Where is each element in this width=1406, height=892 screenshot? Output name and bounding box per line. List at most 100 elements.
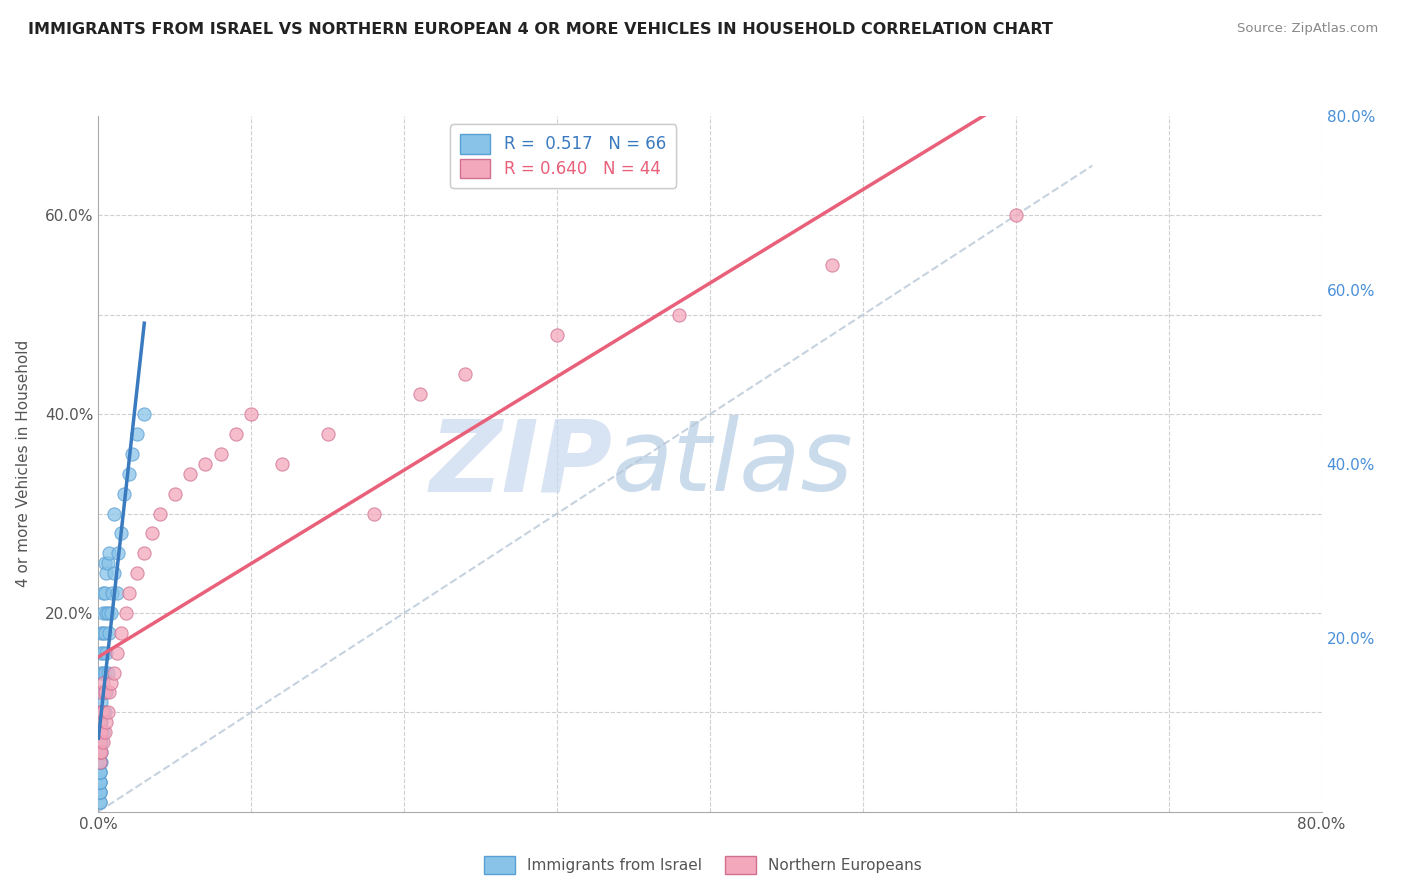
Point — [98, 625, 121, 640]
Point — [89, 745, 111, 759]
Point — [93, 725, 115, 739]
Point — [141, 526, 163, 541]
Point — [89, 755, 111, 769]
Point — [89, 775, 111, 789]
Point — [225, 427, 247, 442]
Point — [89, 764, 111, 779]
Point — [1188, 10, 1211, 24]
Point — [89, 795, 111, 809]
Point — [546, 327, 568, 342]
Point — [105, 646, 128, 660]
Point — [90, 725, 112, 739]
Point — [89, 725, 111, 739]
Point — [101, 586, 124, 600]
Point — [89, 755, 111, 769]
Point — [98, 546, 121, 560]
Point — [100, 606, 122, 620]
Point — [93, 556, 115, 570]
Text: IMMIGRANTS FROM ISRAEL VS NORTHERN EUROPEAN 4 OR MORE VEHICLES IN HOUSEHOLD CORR: IMMIGRANTS FROM ISRAEL VS NORTHERN EUROP… — [28, 22, 1053, 37]
Point — [89, 755, 111, 769]
Point — [97, 556, 120, 570]
Point — [89, 735, 111, 749]
Point — [93, 685, 115, 699]
Point — [91, 725, 114, 739]
Point — [125, 566, 148, 581]
Point — [90, 725, 112, 739]
Y-axis label: 4 or more Vehicles in Household: 4 or more Vehicles in Household — [17, 340, 31, 588]
Text: Source: ZipAtlas.com: Source: ZipAtlas.com — [1237, 22, 1378, 36]
Point — [110, 526, 132, 541]
Point — [93, 706, 115, 720]
Point — [91, 685, 114, 699]
Point — [89, 735, 111, 749]
Point — [91, 625, 114, 640]
Point — [94, 566, 117, 581]
Point — [90, 685, 112, 699]
Point — [454, 368, 477, 382]
Point — [149, 507, 172, 521]
Point — [90, 706, 112, 720]
Point — [90, 665, 112, 680]
Point — [103, 566, 125, 581]
Point — [105, 586, 128, 600]
Point — [163, 486, 186, 500]
Point — [98, 685, 121, 699]
Point — [103, 507, 125, 521]
Point — [94, 606, 117, 620]
Point — [94, 646, 117, 660]
Point — [90, 706, 112, 720]
Point — [209, 447, 232, 461]
Point — [91, 665, 114, 680]
Point — [194, 457, 217, 471]
Point — [89, 755, 111, 769]
Point — [89, 735, 111, 749]
Point — [121, 447, 143, 461]
Point — [112, 486, 135, 500]
Point — [91, 735, 114, 749]
Point — [89, 715, 111, 730]
Point — [118, 586, 141, 600]
Point — [90, 735, 112, 749]
Point — [89, 706, 111, 720]
Point — [89, 785, 111, 799]
Point — [94, 715, 117, 730]
Text: atlas: atlas — [612, 416, 853, 512]
Point — [134, 407, 156, 421]
Point — [97, 606, 120, 620]
Text: ZIP: ZIP — [429, 416, 612, 512]
Legend: Immigrants from Israel, Northern Europeans: Immigrants from Israel, Northern Europea… — [478, 850, 928, 880]
Point — [89, 725, 111, 739]
Point — [90, 745, 112, 759]
Point — [668, 308, 690, 322]
Point — [91, 706, 114, 720]
Point — [93, 625, 115, 640]
Point — [89, 745, 111, 759]
Point — [134, 546, 156, 560]
Point — [90, 625, 112, 640]
Point — [125, 427, 148, 442]
Point — [91, 675, 114, 690]
Point — [97, 665, 120, 680]
Point — [89, 764, 111, 779]
Point — [89, 785, 111, 799]
Point — [90, 685, 112, 699]
Point — [316, 427, 339, 442]
Point — [240, 407, 263, 421]
Point — [90, 755, 112, 769]
Point — [270, 457, 292, 471]
Point — [97, 706, 120, 720]
Point — [89, 775, 111, 789]
Point — [90, 715, 112, 730]
Point — [1004, 208, 1026, 222]
Point — [821, 258, 844, 272]
Point — [107, 546, 129, 560]
Point — [91, 646, 114, 660]
Point — [89, 725, 111, 739]
Point — [89, 795, 111, 809]
Point — [408, 387, 430, 401]
Point — [110, 625, 132, 640]
Point — [90, 646, 112, 660]
Point — [89, 715, 111, 730]
Point — [118, 467, 141, 481]
Point — [94, 685, 117, 699]
